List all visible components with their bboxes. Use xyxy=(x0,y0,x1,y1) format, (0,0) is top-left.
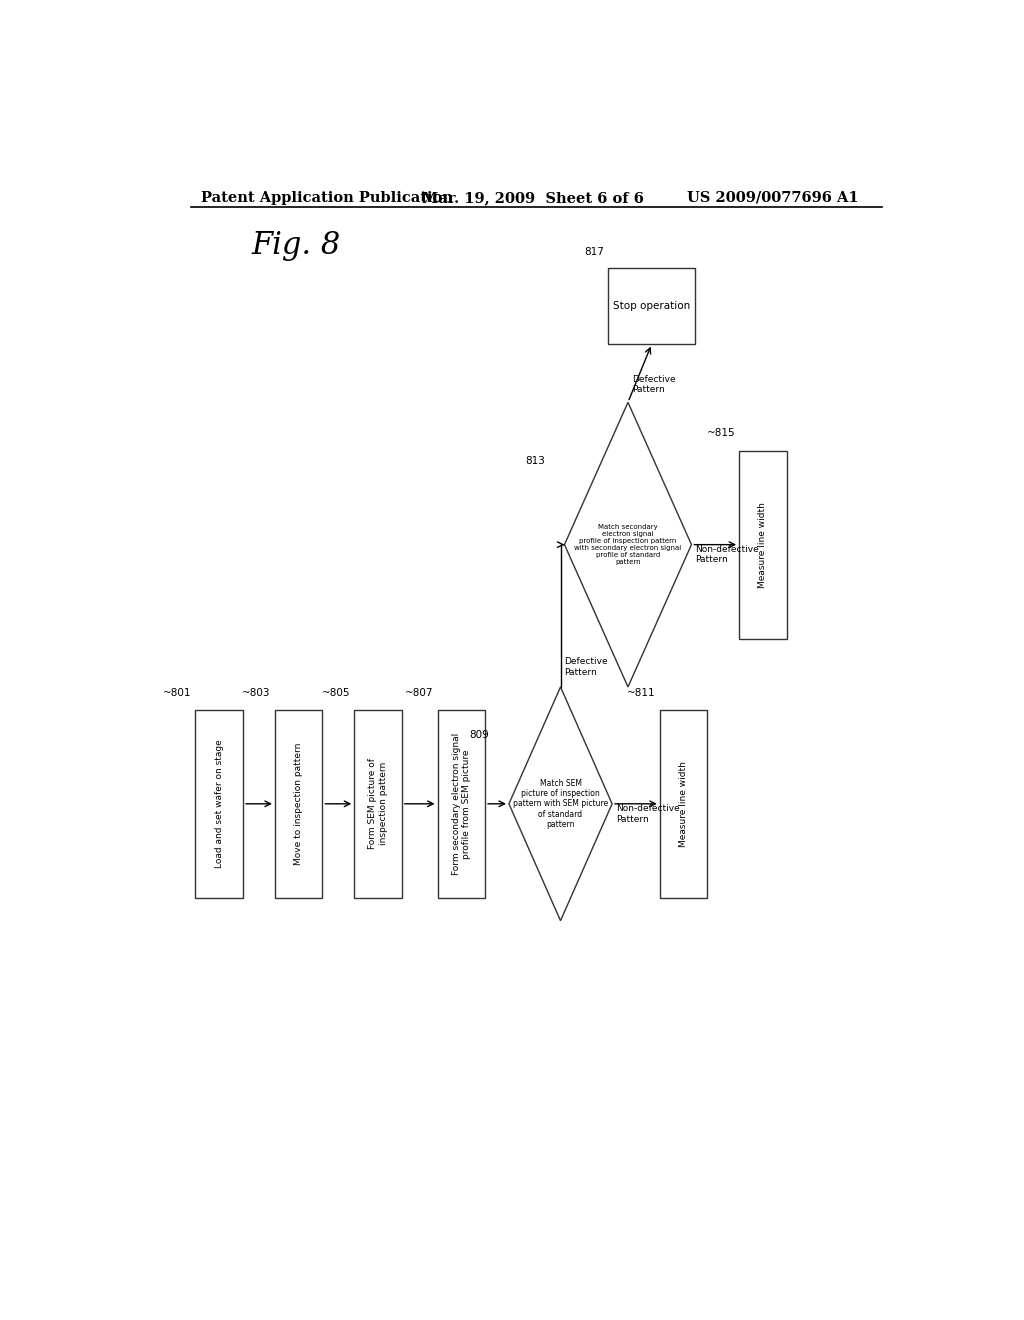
Text: Measure line width: Measure line width xyxy=(679,760,688,846)
Text: 809: 809 xyxy=(469,730,489,739)
Polygon shape xyxy=(564,403,691,686)
Polygon shape xyxy=(509,686,612,921)
Text: ~801: ~801 xyxy=(163,688,191,697)
Bar xyxy=(196,710,243,898)
Bar xyxy=(274,710,323,898)
Text: Non-defective
Pattern: Non-defective Pattern xyxy=(616,804,680,824)
Bar xyxy=(608,268,695,345)
Text: Non-defective
Pattern: Non-defective Pattern xyxy=(695,545,759,565)
Text: US 2009/0077696 A1: US 2009/0077696 A1 xyxy=(687,191,859,205)
Text: Defective
Pattern: Defective Pattern xyxy=(632,375,676,395)
Text: Form secondary electron signal
profile from SEM picture: Form secondary electron signal profile f… xyxy=(452,733,471,875)
Text: Load and set wafer on stage: Load and set wafer on stage xyxy=(215,739,224,869)
Text: ~811: ~811 xyxy=(627,688,655,697)
Text: 813: 813 xyxy=(524,457,545,466)
Text: Defective
Pattern: Defective Pattern xyxy=(564,657,608,677)
Text: ~803: ~803 xyxy=(243,688,270,697)
Text: Match SEM
picture of inspection
pattern with SEM picture
of standard
pattern: Match SEM picture of inspection pattern … xyxy=(513,779,608,829)
Text: Match secondary
electron signal
profile of inspection pattern
with secondary ele: Match secondary electron signal profile … xyxy=(574,524,682,565)
Bar xyxy=(437,710,485,898)
Text: Mar. 19, 2009  Sheet 6 of 6: Mar. 19, 2009 Sheet 6 of 6 xyxy=(422,191,643,205)
Text: ~807: ~807 xyxy=(406,688,433,697)
Text: Stop operation: Stop operation xyxy=(613,301,690,310)
Bar xyxy=(739,450,786,639)
Text: Move to inspection pattern: Move to inspection pattern xyxy=(294,743,303,865)
Text: ~805: ~805 xyxy=(322,688,350,697)
Text: 817: 817 xyxy=(585,247,604,257)
Text: Measure line width: Measure line width xyxy=(759,502,767,587)
Text: Form SEM picture of
inspection pattern: Form SEM picture of inspection pattern xyxy=(369,758,388,849)
Text: Patent Application Publication: Patent Application Publication xyxy=(201,191,453,205)
Text: ~815: ~815 xyxy=(707,429,735,438)
Bar xyxy=(354,710,401,898)
Text: Fig. 8: Fig. 8 xyxy=(251,230,340,260)
Bar xyxy=(659,710,708,898)
